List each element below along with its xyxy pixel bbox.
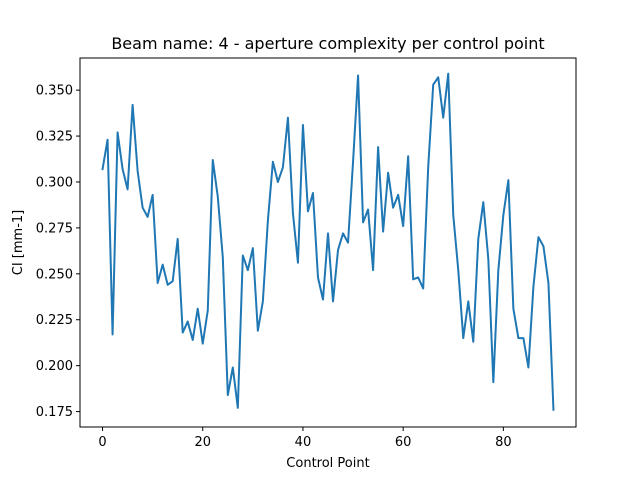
- y-tick-label: 0.325: [36, 130, 73, 145]
- y-axis-ticks: 0.175 0.200 0.225 0.250 0.275 0.300 0.325 0.350: [36, 84, 80, 420]
- x-tick-label: 20: [194, 435, 211, 450]
- plot-area: [79, 57, 577, 428]
- y-tick-label: 0.275: [36, 221, 73, 236]
- plot-frame: [79, 57, 577, 428]
- y-tick-label: 0.225: [36, 313, 73, 328]
- chart-title: Beam name: 4 - aperture complexity per c…: [111, 34, 544, 53]
- x-tick-label: 60: [395, 435, 412, 450]
- x-tick-label: 40: [295, 435, 312, 450]
- series-line: [101, 72, 555, 411]
- y-tick-label: 0.250: [36, 267, 73, 282]
- y-tick-label: 0.200: [36, 359, 73, 374]
- x-axis-label: Control Point: [286, 456, 369, 471]
- y-axis-label: CI [mm-1]: [11, 210, 26, 275]
- y-tick-label: 0.175: [36, 405, 73, 420]
- y-tick-label: 0.300: [36, 175, 73, 190]
- x-tick-label: 0: [98, 435, 106, 450]
- y-tick-label: 0.350: [36, 84, 73, 99]
- x-tick-label: 80: [495, 435, 512, 450]
- x-axis-ticks: 0 20 40 60 80: [98, 427, 512, 450]
